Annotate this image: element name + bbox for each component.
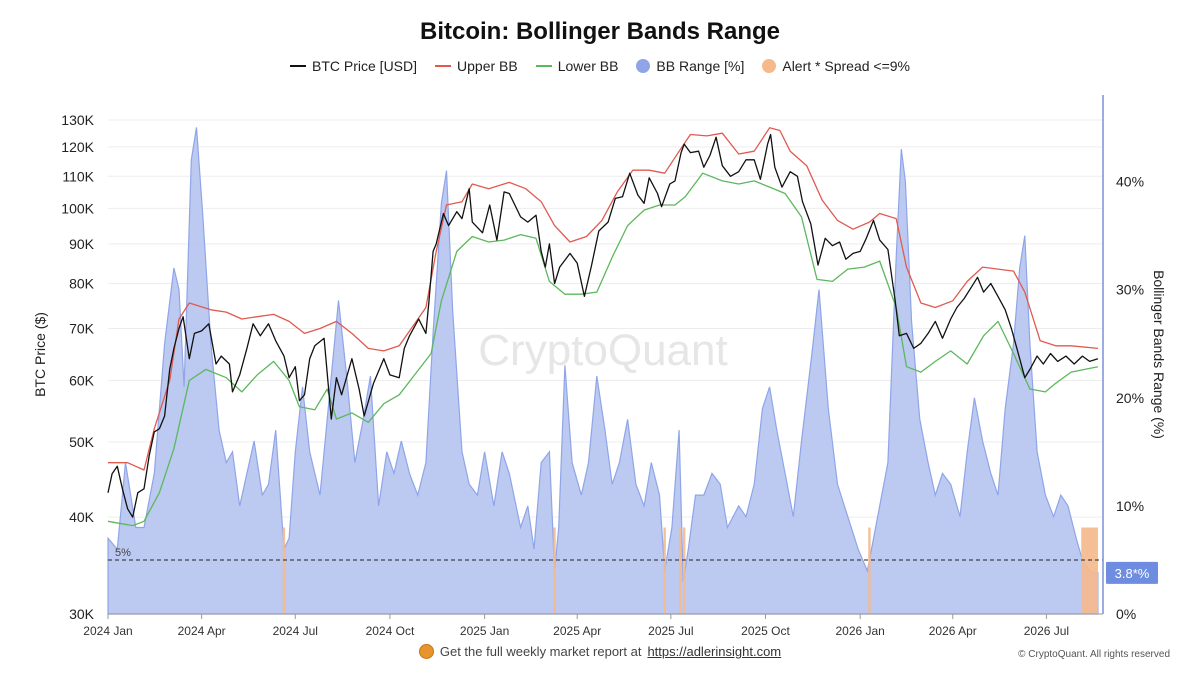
legend-label-lower-bb: Lower BB bbox=[557, 58, 619, 74]
y-left-tick-label-6: 90K bbox=[69, 236, 95, 252]
current-badge-box bbox=[1106, 561, 1158, 584]
threshold: 5% bbox=[108, 547, 1103, 561]
legend-item-alert[interactable]: Alert * Spread <=9% bbox=[762, 58, 910, 74]
x-tick-label-2: 2024 Jul bbox=[273, 624, 318, 638]
x-tick-label-7: 2025 Oct bbox=[741, 624, 790, 638]
legend-item-btc-price[interactable]: BTC Price [USD] bbox=[290, 58, 417, 74]
alert-marker-8 bbox=[1085, 527, 1088, 614]
price-lines bbox=[107, 127, 1099, 527]
legend-label-alert: Alert * Spread <=9% bbox=[782, 58, 910, 74]
y-left-tick-label-1: 40K bbox=[69, 509, 95, 525]
legend-swatch-alert bbox=[762, 59, 777, 73]
legend-item-bb-range[interactable]: BB Range [%] bbox=[636, 58, 744, 74]
legend-swatch-upper-bb bbox=[435, 65, 452, 67]
legend-swatch-bb-range bbox=[636, 59, 651, 73]
current-badge-label: 3.8*% bbox=[1115, 566, 1150, 581]
coin-icon bbox=[418, 644, 434, 659]
axes: 30K 40K 50K 60K 70K 80K 90K 100K 110K 120K 130K 0% 1… bbox=[32, 95, 1167, 638]
alert-marker-2 bbox=[663, 527, 666, 614]
alert-marker-11 bbox=[1091, 527, 1094, 614]
watermark: CryptoQuant bbox=[478, 326, 727, 375]
alert-marker-0 bbox=[282, 527, 286, 614]
x-tick-label-6: 2025 Jul bbox=[648, 624, 693, 638]
y-left-tick-label-8: 110K bbox=[62, 168, 94, 184]
footer-text: Get the full weekly market report at bbox=[439, 644, 642, 659]
alert-marker-9 bbox=[1087, 527, 1090, 614]
legend-label-bb-range: BB Range [%] bbox=[656, 58, 745, 74]
x-tick-label-1: 2024 Apr bbox=[178, 624, 226, 638]
alert-marker-12 bbox=[1093, 527, 1096, 614]
bb-range-area bbox=[107, 127, 1099, 615]
x-tick-label-9: 2026 Apr bbox=[929, 624, 977, 638]
chart-title: Bitcoin: Bollinger Bands Range bbox=[419, 18, 781, 45]
legend-swatch-lower-bb bbox=[535, 65, 552, 67]
series-line-upper-bb bbox=[108, 127, 1098, 471]
legend-swatch-btc-price bbox=[290, 65, 306, 67]
alert-marker-13 bbox=[1095, 527, 1099, 614]
y-right-tick-label-4: 40% bbox=[1116, 174, 1144, 190]
x-tick-label-10: 2026 Jul bbox=[1024, 624, 1069, 638]
footer: Get the full weekly market report at htt… bbox=[0, 644, 1200, 659]
series-line-lower-bb bbox=[107, 172, 1099, 527]
current-badge: 3.8*% bbox=[1106, 561, 1158, 584]
y-right-tick-label-0: 0% bbox=[1116, 606, 1136, 622]
series-line-btc-price-usd- bbox=[107, 133, 1099, 518]
footer-link[interactable]: https://adlerinsight.com bbox=[647, 644, 782, 659]
series-bb-range-area bbox=[107, 127, 1099, 615]
x-tick-label-0: 2024 Jan bbox=[83, 624, 132, 638]
y-left-tick-label-10: 130K bbox=[61, 112, 94, 128]
alert-marker-3 bbox=[678, 527, 682, 614]
legend-label-btc-price: BTC Price [USD] bbox=[312, 58, 418, 74]
alert-marker-4 bbox=[683, 527, 686, 614]
threshold-label: 5% bbox=[115, 547, 131, 559]
alert-marker-10 bbox=[1089, 527, 1092, 614]
y-left-axis-title: BTC Price ($) bbox=[32, 312, 48, 397]
legend-label-upper-bb: Upper BB bbox=[457, 58, 518, 74]
y-left-tick-label-9: 120K bbox=[61, 139, 94, 155]
x-tick-label-3: 2024 Oct bbox=[366, 624, 415, 638]
alert-marker-5 bbox=[868, 527, 871, 614]
legend-item-lower-bb[interactable]: Lower BB bbox=[535, 58, 619, 74]
y-right-tick-label-3: 30% bbox=[1116, 282, 1144, 298]
x-tick-label-5: 2025 Apr bbox=[553, 624, 601, 638]
y-left-tick-label-3: 60K bbox=[69, 372, 95, 388]
x-tick-label-4: 2025 Jan bbox=[460, 624, 509, 638]
alert-marker-1 bbox=[553, 527, 556, 614]
y-left-tick-label-5: 80K bbox=[69, 276, 95, 292]
alert-marker-7 bbox=[1083, 527, 1086, 614]
y-right-axis-title: Bollinger Bands Range (%) bbox=[1151, 270, 1167, 439]
legend-item-upper-bb[interactable]: Upper BB bbox=[435, 58, 518, 74]
y-left-tick-label-2: 50K bbox=[69, 434, 95, 450]
alert-markers bbox=[282, 527, 1099, 614]
alert-marker-6 bbox=[1081, 527, 1084, 614]
y-left-tick-label-0: 30K bbox=[69, 606, 95, 622]
legend: BTC Price [USD] Upper BB Lower BB BB Ran… bbox=[0, 58, 1200, 74]
x-tick-label-8: 2026 Jan bbox=[835, 624, 884, 638]
y-left-tick-label-4: 70K bbox=[69, 321, 95, 337]
y-right-tick-label-1: 10% bbox=[1116, 498, 1144, 514]
copyright: © CryptoQuant. All rights reserved bbox=[1018, 649, 1170, 660]
y-left-tick-label-7: 100K bbox=[61, 200, 94, 216]
y-right-tick-label-2: 20% bbox=[1116, 390, 1144, 406]
